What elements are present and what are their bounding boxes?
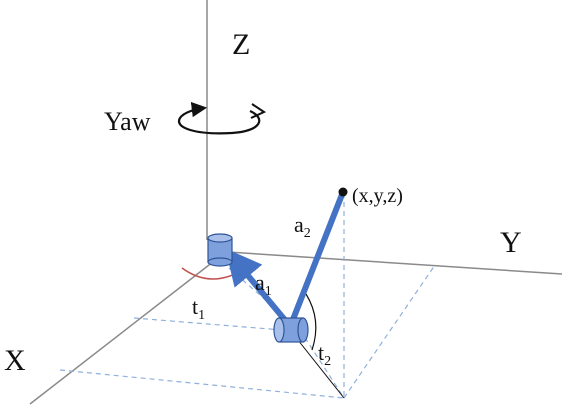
y-axis-label: Y <box>500 226 522 259</box>
link-a1 <box>225 248 293 329</box>
elbow-joint-end <box>273 317 285 343</box>
elbow-joint-end-far <box>297 317 309 343</box>
axes-group <box>29 0 563 405</box>
link-a1-base: a <box>255 270 265 295</box>
end-effector-point <box>338 187 348 197</box>
yaw-label: Yaw <box>104 107 151 136</box>
angle-t1-label: t1 <box>192 294 205 323</box>
yaw-rotation-arrow <box>177 101 267 135</box>
link-a1-label: a1 <box>255 270 272 299</box>
z-axis-label: Z <box>232 28 250 61</box>
link-a2-base: a <box>294 212 304 237</box>
t2-arc <box>305 293 317 351</box>
projection-lines <box>59 193 436 399</box>
angle-t1-sub: 1 <box>198 308 205 323</box>
base-joint-top <box>207 233 233 243</box>
yaw-arrow-head-top <box>250 103 267 119</box>
angle-t2-sub: 2 <box>324 354 331 369</box>
yaw-ellipse-arc <box>177 101 261 135</box>
arm-links <box>225 189 346 329</box>
angle-t1-base: t <box>192 294 198 319</box>
base-joint <box>207 233 233 267</box>
projection-mid-diagonal <box>299 329 345 399</box>
link-a2-label: a2 <box>294 212 311 241</box>
t1-arc <box>181 267 247 280</box>
projection-mid-line <box>133 317 283 331</box>
angle-t2-base: t <box>318 340 324 365</box>
link-a2-sub: 2 <box>304 226 311 241</box>
end-effector-label: (x,y,z) <box>352 185 403 207</box>
projection-front-edge <box>59 369 345 399</box>
x-axis-line <box>29 257 219 405</box>
angle-t2-label: t2 <box>318 340 331 369</box>
x-axis-label: X <box>4 344 26 377</box>
link-a2 <box>289 189 346 325</box>
projection-right-edge <box>343 264 436 399</box>
y-axis-line <box>227 251 563 275</box>
link-a1-sub: 1 <box>265 284 272 299</box>
elbow-joint <box>273 317 309 343</box>
base-joint-bottom <box>207 257 233 267</box>
